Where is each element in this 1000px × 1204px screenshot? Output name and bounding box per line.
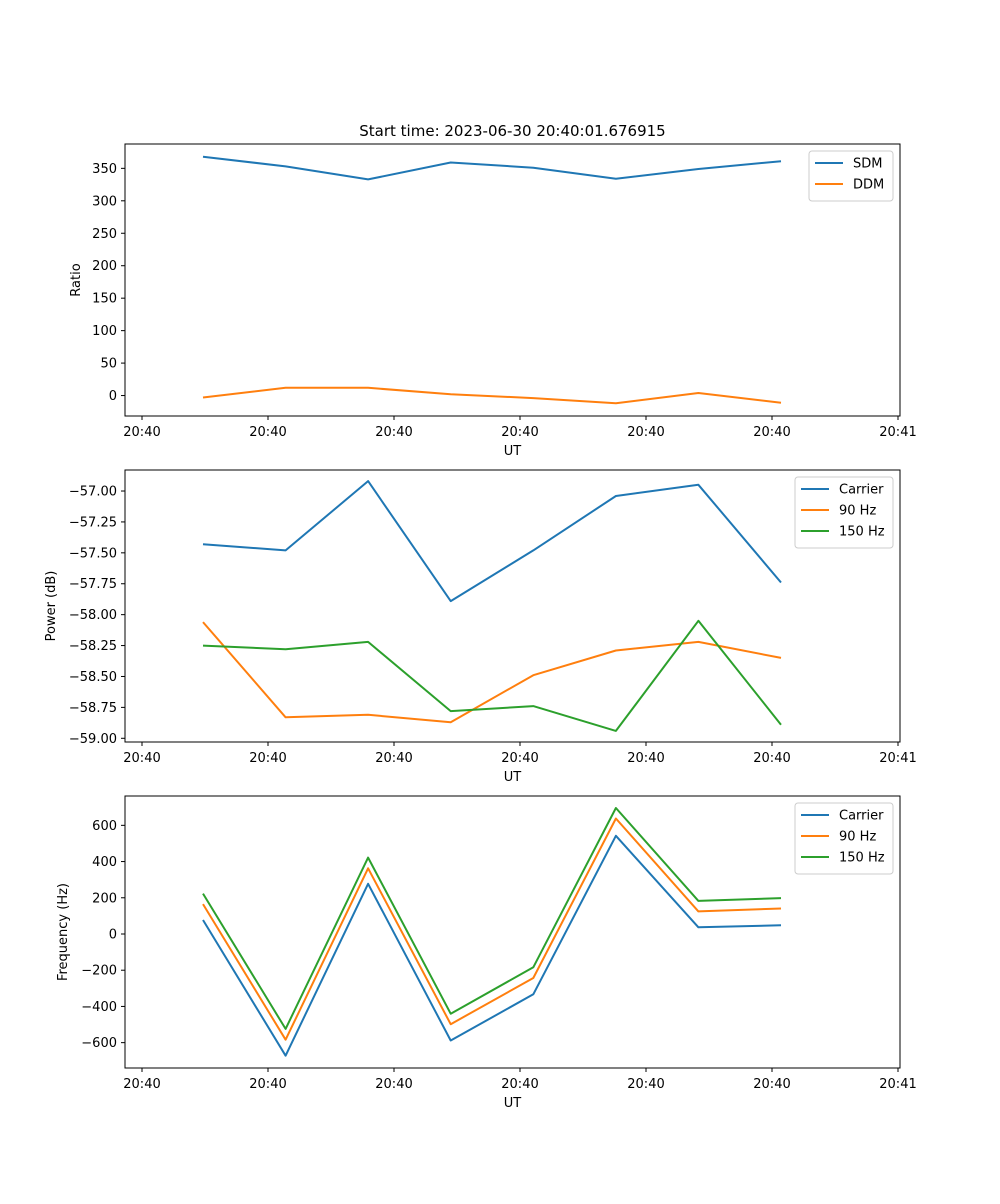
y-tick-label: −57.25 [69, 515, 117, 530]
y-tick-label: −58.00 [69, 608, 117, 623]
legend-label: 90 Hz [839, 830, 876, 845]
x-tick-label: 20:40 [753, 425, 790, 440]
x-tick-label: 20:40 [753, 751, 790, 766]
figure-title: Start time: 2023-06-30 20:40:01.676915 [359, 122, 665, 140]
x-tick-label: 20:40 [123, 751, 160, 766]
y-tick-label: −57.50 [69, 546, 117, 561]
y-tick-label: −58.75 [69, 701, 117, 716]
x-tick-label: 20:40 [123, 1077, 160, 1092]
series-line-150-hz [202, 619, 782, 732]
x-tick-label: 20:40 [375, 1077, 412, 1092]
legend-label: Carrier [839, 483, 884, 498]
axes-frame [124, 143, 901, 417]
y-tick-label: −58.50 [69, 670, 117, 685]
x-tick-label: 20:40 [375, 425, 412, 440]
legend-label: 90 Hz [839, 504, 876, 519]
x-tick-label: 20:40 [753, 1077, 790, 1092]
legend: Carrier 90 Hz 150 Hz [794, 802, 894, 875]
y-tick-label: 600 [92, 819, 117, 834]
axes-frame [124, 469, 901, 743]
y-tick-label: 150 [92, 292, 117, 307]
y-axis-label: Ratio [69, 263, 84, 296]
y-tick-label: −400 [81, 1000, 117, 1015]
y-tick-label: 100 [92, 324, 117, 339]
series-line-ddm [202, 386, 782, 405]
x-tick-label: 20:40 [123, 425, 160, 440]
x-tick-label: 20:40 [501, 751, 538, 766]
x-tick-label: 20:40 [627, 425, 664, 440]
legend-label: DDM [853, 178, 884, 193]
x-tick-label: 20:40 [375, 751, 412, 766]
x-tick-label: 20:40 [249, 425, 286, 440]
y-tick-label: 50 [100, 357, 117, 372]
y-tick-label: −200 [81, 964, 117, 979]
legend-label: 150 Hz [839, 851, 885, 866]
y-tick-label: −57.75 [69, 577, 117, 592]
legend: SDM DDM [808, 150, 894, 202]
y-tick-label: −600 [81, 1036, 117, 1051]
y-tick-label: 0 [109, 389, 117, 404]
x-axis-label: UT [504, 770, 522, 785]
x-tick-label: 20:41 [879, 751, 916, 766]
y-tick-label: 400 [92, 855, 117, 870]
y-tick-label: 300 [92, 194, 117, 209]
series-line-150-hz [202, 807, 782, 1030]
series-line-carrier [202, 834, 782, 1057]
y-tick-label: 200 [92, 259, 117, 274]
legend-label: SDM [853, 157, 882, 172]
y-axis-label: Power (dB) [44, 571, 59, 642]
x-tick-label: 20:41 [879, 1077, 916, 1092]
x-tick-label: 20:41 [879, 425, 916, 440]
chart-panel-3: 20:40 20:40 20:40 20:40 20:40 20:40 20:41 −600 −… [56, 795, 917, 1111]
x-tick-label: 20:40 [249, 1077, 286, 1092]
legend-label: 150 Hz [839, 525, 885, 540]
y-tick-label: −59.00 [69, 732, 117, 747]
x-axis-label: UT [504, 444, 522, 459]
axes-frame [124, 795, 901, 1069]
legend: Carrier 90 Hz 150 Hz [794, 476, 894, 549]
x-axis-label: UT [504, 1096, 522, 1111]
x-tick-label: 20:40 [249, 751, 286, 766]
x-tick-label: 20:40 [501, 425, 538, 440]
series-line-sdm [202, 155, 782, 181]
y-axis-label: Frequency (Hz) [56, 883, 71, 981]
chart-panel-2: 20:40 20:40 20:40 20:40 20:40 20:40 20:41 −59.0… [44, 469, 917, 785]
y-tick-label: 200 [92, 891, 117, 906]
series-line-carrier [202, 480, 782, 603]
legend-label: Carrier [839, 809, 884, 824]
y-tick-label: −58.25 [69, 639, 117, 654]
x-tick-label: 20:40 [627, 751, 664, 766]
y-tick-label: 0 [109, 927, 117, 942]
series-line-90-hz [202, 817, 782, 1041]
x-tick-label: 20:40 [501, 1077, 538, 1092]
chart-panel-1: 20:40 20:40 20:40 20:40 20:40 20:40 20:41 0 50 10… [69, 143, 917, 459]
y-tick-label: 250 [92, 227, 117, 242]
y-tick-label: −57.00 [69, 485, 117, 500]
series-line-90-hz [202, 621, 782, 724]
x-tick-label: 20:40 [627, 1077, 664, 1092]
y-tick-label: 350 [92, 162, 117, 177]
